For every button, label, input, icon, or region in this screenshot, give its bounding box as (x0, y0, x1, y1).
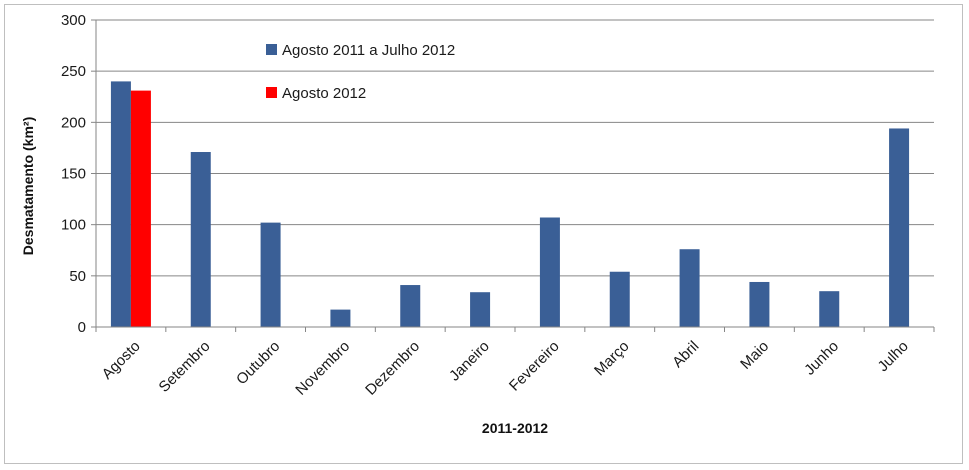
chart-frame (4, 4, 963, 464)
bar-series-1-fevereiro (539, 217, 560, 327)
legend-label-series-2: Agosto 2012 (282, 85, 366, 102)
bar-series-2-agosto (130, 90, 151, 327)
y-tick-label: 250 (61, 63, 86, 80)
x-tick-label: Março (591, 338, 632, 379)
bar-series-1-julho (889, 128, 910, 327)
bar-series-1-agosto (110, 81, 131, 328)
bar-series-1-novembro (330, 309, 351, 327)
y-tick-label: 200 (61, 114, 86, 131)
x-tick-label: Setembro (156, 338, 214, 396)
x-tick-label: Fevereiro (506, 338, 563, 395)
y-tick-labels: 0 50 100 150 200 250 300 (61, 12, 96, 336)
legend-swatch-series-1 (266, 44, 277, 55)
x-axis-title: 2011-2012 (482, 420, 548, 436)
y-tick-label: 100 (61, 217, 86, 234)
bar-series-1-janeiro (470, 292, 491, 327)
bar-series-1-maio (749, 281, 770, 327)
x-tick-label: Agosto (99, 338, 144, 383)
bar-series-1-abril (679, 249, 700, 327)
bars (110, 81, 910, 328)
y-axis-title: Desmatamento (km²) (20, 117, 36, 255)
x-tick-label: Julho (875, 338, 912, 375)
legend-label-series-1: Agosto 2011 a Julho 2012 (282, 42, 455, 59)
y-tick-label: 50 (69, 268, 86, 285)
bar-series-1-dezembro (400, 285, 421, 327)
x-tick-labels: Agosto Setembro Outubro Novembro Dezembro Jan… (95, 327, 935, 399)
bar-series-1-outubro (260, 222, 281, 327)
legend-swatch-series-2 (266, 87, 277, 98)
y-tick-label: 150 (61, 166, 86, 183)
x-tick-label: Abril (669, 338, 702, 371)
y-tick-label: 0 (78, 319, 86, 336)
bar-series-1-setembro (190, 152, 211, 327)
x-tick-label: Maio (737, 338, 772, 373)
x-tick-label: Junho (801, 338, 842, 379)
x-tick-label: Janeiro (446, 338, 493, 385)
bar-series-1-junho (819, 291, 840, 327)
x-tick-label: Novembro (292, 338, 353, 399)
y-tick-label: 300 (61, 12, 86, 29)
legend: Agosto 2011 a Julho 2012 Agosto 2012 (266, 42, 455, 102)
x-tick-label: Dezembro (362, 338, 423, 399)
gridlines (96, 19, 934, 277)
x-tick-label: Outubro (233, 338, 283, 388)
bar-series-1-março (609, 271, 630, 327)
